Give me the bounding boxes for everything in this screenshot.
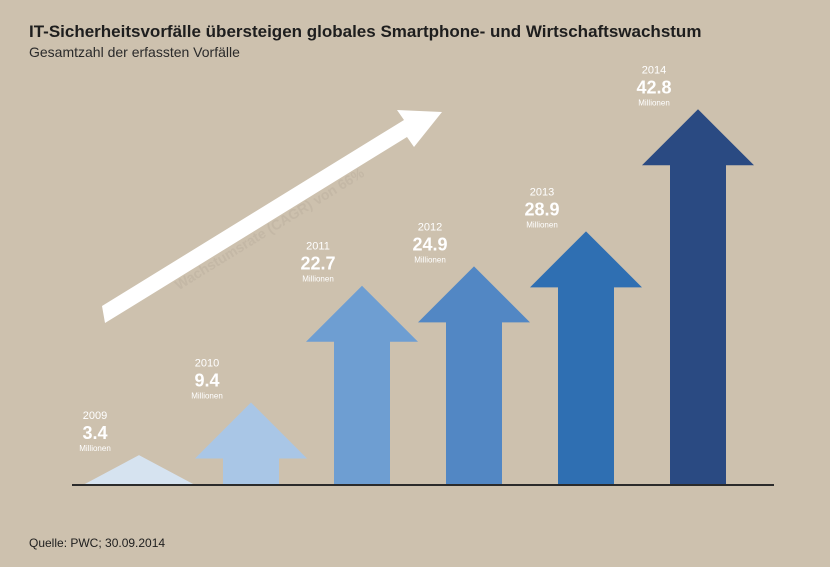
unit-label-2010: Millionen	[191, 391, 223, 400]
value-label-2013: 28.9	[524, 199, 559, 219]
unit-label-2014: Millionen	[638, 98, 670, 107]
labels-group: 20093.4Millionen20109.4Millionen201122.7…	[79, 64, 671, 453]
year-label-2013: 2013	[530, 186, 554, 198]
value-label-2011: 22.7	[300, 254, 335, 274]
year-label-2010: 2010	[195, 357, 219, 369]
unit-label-2012: Millionen	[414, 255, 446, 264]
bar-2011	[306, 285, 418, 485]
value-label-2010: 9.4	[194, 370, 219, 390]
growth-arrow-shape	[102, 110, 442, 323]
chart-subtitle: Gesamtzahl der erfassten Vorfälle	[29, 44, 240, 60]
unit-label-2009: Millionen	[79, 444, 111, 453]
chart-title: IT-Sicherheitsvorfälle übersteigen globa…	[29, 22, 702, 41]
bar-2010	[195, 402, 307, 485]
source-note: Quelle: PWC; 30.09.2014	[29, 536, 166, 550]
bar-2014	[642, 109, 754, 486]
value-label-2012: 24.9	[412, 234, 447, 254]
growth-annotation: Wachstumsrate (CAGR) von 66%	[172, 164, 367, 293]
value-label-2009: 3.4	[82, 423, 107, 443]
unit-label-2013: Millionen	[526, 220, 558, 229]
unit-label-2011: Millionen	[302, 275, 334, 284]
bars-group	[83, 109, 754, 486]
bar-2012	[418, 266, 530, 485]
year-label-2014: 2014	[642, 64, 666, 76]
year-label-2012: 2012	[418, 221, 442, 233]
value-label-2014: 42.8	[636, 77, 671, 97]
year-label-2009: 2009	[83, 410, 107, 422]
bar-2013	[530, 231, 642, 485]
year-label-2011: 2011	[306, 241, 330, 253]
bar-2009	[83, 455, 195, 485]
growth-arrow: Wachstumsrate (CAGR) von 66%	[102, 110, 442, 323]
